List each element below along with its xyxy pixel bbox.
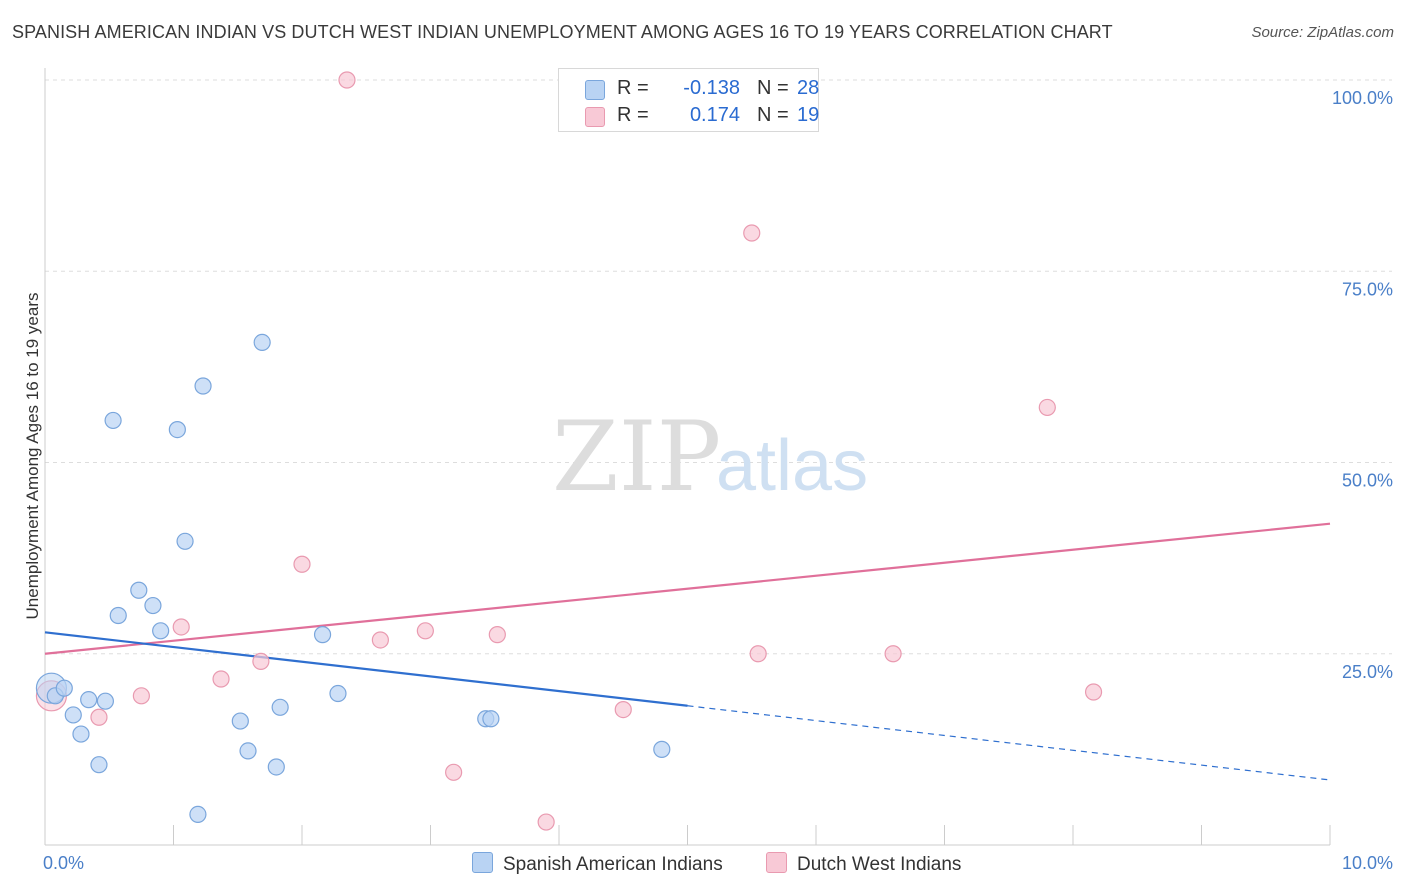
trend-line-dutch [44,522,1331,655]
series-legend-label: Dutch West Indians [797,854,962,875]
point-spanish [176,532,194,550]
source-label: Source: ZipAtlas.com [1251,24,1394,41]
trend-lines [44,522,1331,781]
trend-line-spanish-extrapolated [687,705,1331,781]
watermark-atlas: atlas [716,426,868,506]
point-dutch [1084,683,1103,701]
point-spanish [80,691,98,709]
point-dutch [252,652,270,671]
point-dutch [743,224,761,242]
point-dutch [132,687,150,705]
point-dutch [488,626,506,644]
point-dutch [338,71,356,89]
point-dutch [90,708,108,726]
point-spanish [653,740,671,758]
point-spanish [109,606,127,625]
x-tick-label: 10.0% [1342,853,1393,873]
point-spanish [231,712,249,730]
trend-line-spanish [44,631,688,707]
point-spanish [90,756,108,774]
point-dutch [614,700,632,719]
series-legend-spanish: Spanish American Indians [472,852,723,876]
stats-legend: R = -0.138 N = 28 R = 0.174 N = 19 [558,68,819,132]
point-spanish [96,692,114,710]
y-tick-label: 100.0% [1332,88,1393,108]
legend-swatch-blue [585,80,605,100]
point-spanish [64,706,82,724]
series-legend-dutch: Dutch West Indians [766,852,961,876]
point-spanish [329,684,347,703]
legend-swatch-pink [585,107,605,127]
point-dutch [1038,398,1056,417]
point-dutch [884,645,902,663]
point-spanish [239,742,257,760]
x-tick-label: 0.0% [43,853,84,873]
y-tick-label: 50.0% [1342,471,1393,491]
watermark-zip: ZIP [552,401,721,513]
legend-n-value: 28 [797,77,820,99]
axes [44,68,1331,846]
point-dutch [172,618,190,636]
series-swatch-pink [766,852,787,873]
point-spanish [194,377,212,395]
tick-labels: 25.0% 50.0% 75.0% 100.0% 0.0% 10.0% [43,88,1393,873]
point-spanish [152,622,170,640]
point-dutch [445,763,463,781]
point-spanish [267,758,285,776]
point-dutch [371,631,389,649]
point-spanish [482,710,500,728]
legend-r-label: R = [617,77,649,99]
legend-n-label: N = [757,77,789,99]
point-spanish [104,411,122,430]
point-dutch [212,670,230,688]
point-spanish [313,626,332,644]
point-spanish [189,805,207,824]
chart-title: SPANISH AMERICAN INDIAN VS DUTCH WEST IN… [12,22,1113,42]
point-dutch [537,813,555,831]
point-dutch [416,622,434,640]
legend-n-label: N = [757,104,789,126]
point-spanish [144,596,162,615]
point-dutch [749,645,767,663]
data-points [35,71,1103,831]
y-tick-label: 75.0% [1342,279,1393,299]
point-spanish [168,421,186,439]
grid-lines [45,79,1392,655]
point-spanish [130,581,148,599]
series-swatch-blue [472,852,493,873]
legend-r-label: R = [617,104,649,126]
legend-r-value: -0.138 [683,77,740,99]
point-dutch [293,555,311,573]
legend-n-value: 19 [797,104,820,126]
point-spanish [55,679,73,697]
point-spanish [253,333,271,351]
point-spanish [271,698,289,716]
y-tick-label: 25.0% [1342,662,1393,682]
y-axis-label: Unemployment Among Ages 16 to 19 years [23,293,42,620]
watermark: ZIP atlas [552,401,868,513]
point-spanish [72,725,90,743]
legend-r-value: 0.174 [689,104,740,126]
series-legend-label: Spanish American Indians [503,854,723,875]
